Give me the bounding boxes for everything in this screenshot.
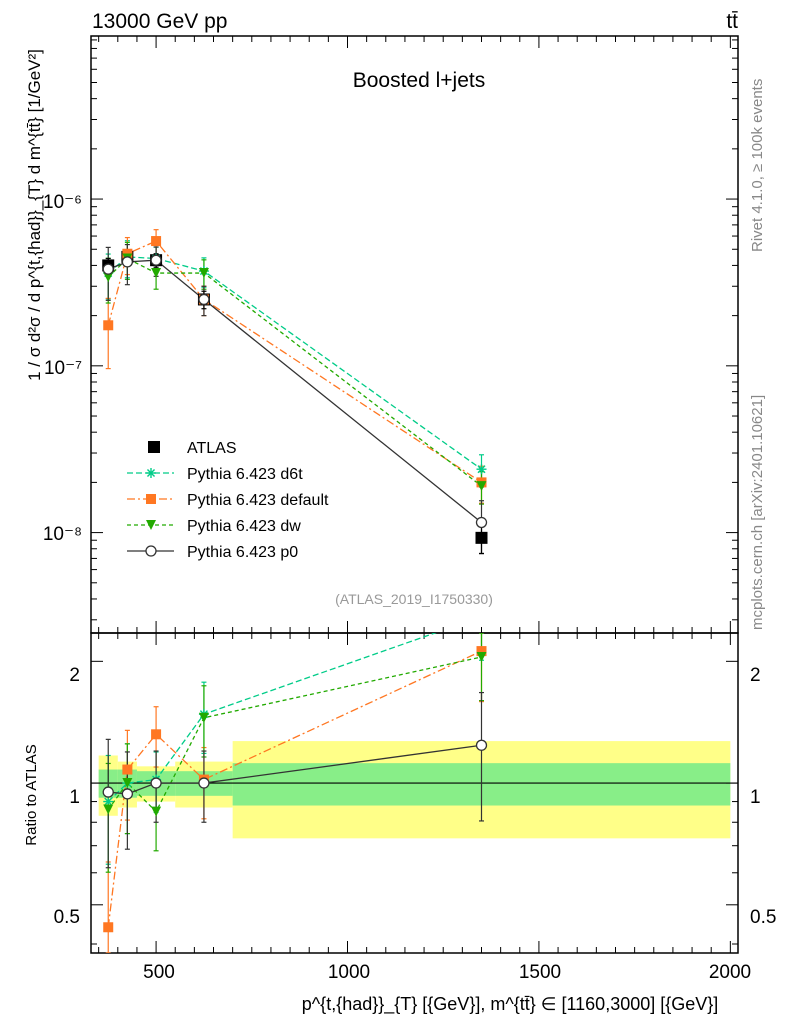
main-point-3-3 xyxy=(198,293,210,306)
xtick-label-2000: 2000 xyxy=(709,962,751,983)
main-point-0-4-stroke xyxy=(477,465,486,474)
main-point-0-4 xyxy=(476,464,487,475)
ratio-y-axis-label: Ratio to ATLAS xyxy=(23,744,40,845)
main-series-layer xyxy=(102,229,488,555)
legend-symbol-0-stroke xyxy=(146,468,156,478)
ratio-ytick-label-right-2: 2 xyxy=(750,665,761,686)
ratio-point-0-0-stroke xyxy=(104,797,113,806)
main-line-1 xyxy=(107,240,482,483)
ratio-ytick-label-right-1: 1 xyxy=(750,787,761,808)
legend-label-d6t: Pythia 6.423 d6t xyxy=(187,466,303,483)
mcplots-side-label: mcplots.cern.ch [arXiv:2401.10621] xyxy=(749,395,766,630)
xtick-label-500: 500 xyxy=(143,962,175,983)
ratio-point-1-4 xyxy=(476,646,487,657)
ratio-clipped-group xyxy=(102,633,488,953)
main-point-3-4 xyxy=(475,516,488,529)
ratio-point-1-2 xyxy=(151,729,162,740)
ratio-point-3-4 xyxy=(475,739,488,751)
legend-label-atlas: ATLAS xyxy=(187,440,237,457)
legend-symbol-3 xyxy=(145,545,157,557)
ratio-point-2-1 xyxy=(122,778,133,789)
legend-label-default: Pythia 6.423 default xyxy=(187,492,329,509)
ratio-point-3-2 xyxy=(150,777,162,789)
ratio-point-2-4 xyxy=(476,651,487,662)
main-line-3 xyxy=(107,259,482,523)
legend: ATLAS Pythia 6.423 d6t Pythia 6.423 defa… xyxy=(127,440,329,561)
legend-label-p0: Pythia 6.423 p0 xyxy=(187,544,298,561)
main-point-3-0 xyxy=(102,263,114,275)
energy-label: 13000 GeV pp xyxy=(92,10,227,33)
ratio-point-1-0 xyxy=(103,922,114,933)
ratio-point-2-0 xyxy=(103,804,114,815)
main-ytick-label-1e-8: 10⁻⁸ xyxy=(43,524,82,545)
main-point-2-4 xyxy=(476,481,487,492)
atlas-point-4 xyxy=(475,531,488,544)
xtick-label-1000: 1000 xyxy=(328,962,370,983)
main-point-2-2 xyxy=(151,268,162,279)
legend-symbols xyxy=(127,441,174,557)
ratio-point-3-3 xyxy=(198,777,210,789)
ratio-ytick-label-left-2: 2 xyxy=(69,665,80,686)
process-label: tt̄ xyxy=(726,10,738,33)
ratio-point-3-0 xyxy=(102,786,114,798)
x-ticks xyxy=(98,36,731,953)
analysis-id: (ATLAS_2019_I1750330) xyxy=(335,591,493,607)
main-ytick-label-1e-7: 10⁻⁷ xyxy=(44,358,82,379)
legend-symbol-0 xyxy=(146,468,156,478)
main-point-2-3 xyxy=(198,268,209,279)
main-point-1-0 xyxy=(103,320,114,331)
ratio-ytick-label-left-0.5: 0.5 xyxy=(54,907,80,928)
legend-label-dw: Pythia 6.423 dw xyxy=(187,518,301,535)
main-y-axis-label: 1 / σ d²σ / d p^{t,{had}}_{T} d m^{tt̄} … xyxy=(25,49,44,381)
ratio-uncertainty-bands xyxy=(91,741,738,839)
rivet-side-label: Rivet 4.1.0, ≥ 100k events xyxy=(749,79,766,252)
main-point-3-1 xyxy=(121,256,134,268)
main-line-0 xyxy=(107,256,482,470)
ratio-point-2-2 xyxy=(151,806,162,817)
ratio-series-layer xyxy=(102,633,488,953)
main-point-2-0 xyxy=(103,272,114,283)
ratio-point-1-1 xyxy=(122,764,133,775)
ratio-point-3-1 xyxy=(121,788,134,800)
main-point-1-2 xyxy=(151,236,162,247)
main-y-ticks xyxy=(91,39,738,621)
ratio-y-ticks xyxy=(91,660,738,945)
main-point-3-2 xyxy=(150,254,162,266)
ratio-point-2-3 xyxy=(198,712,209,723)
legend-symbol-1 xyxy=(146,494,156,504)
ratio-plot-frame xyxy=(90,632,739,954)
ratio-ytick-label-right-0.5: 0.5 xyxy=(750,907,776,928)
ratio-ytick-label-left-1: 1 xyxy=(69,787,80,808)
main-ytick-label-1e-6: 10⁻⁶ xyxy=(43,192,82,213)
x-axis-label: p^{t,{had}}_{T} [{GeV}], m^{tt̄} ∈ [1160… xyxy=(302,994,719,1015)
legend-symbol-2 xyxy=(146,520,156,530)
xtick-label-1500: 1500 xyxy=(519,962,561,983)
legend-symbol-atlas xyxy=(148,441,160,453)
plot-title: Boosted l+jets xyxy=(353,69,486,92)
